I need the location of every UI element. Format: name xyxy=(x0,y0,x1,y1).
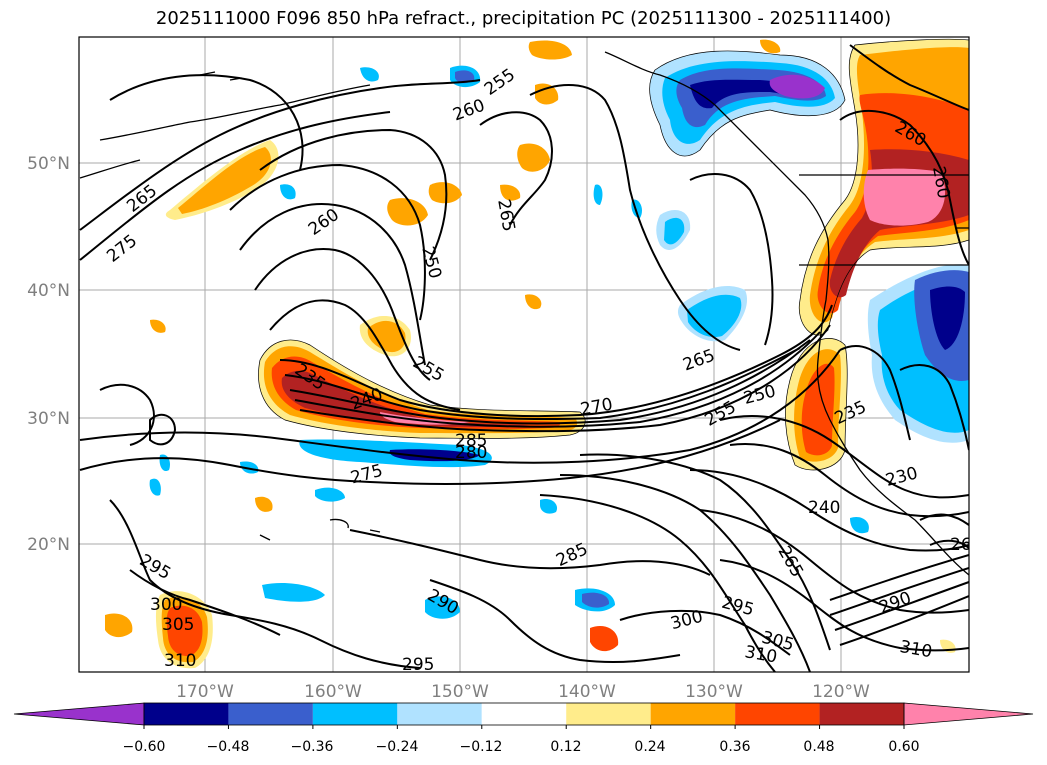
map-frame xyxy=(78,36,970,673)
contour-label: 295 xyxy=(402,655,434,675)
precip-shading xyxy=(105,39,969,669)
colorbar-segment xyxy=(819,703,904,725)
colorbar-extend-min xyxy=(13,702,145,726)
lat-tick-label: 40°N xyxy=(27,281,70,301)
lat-tick-label: 50°N xyxy=(27,154,70,174)
contour-label: 240 xyxy=(808,498,840,518)
colorbar-segment xyxy=(397,703,482,725)
colorbar-segment xyxy=(312,703,398,725)
colorbar-label: −0.60 xyxy=(123,739,166,755)
lon-tick-label: 160°W xyxy=(304,682,362,702)
contour-label: 300 xyxy=(150,595,182,615)
colorbar-segment xyxy=(566,703,651,725)
latitude-labels: 50°N 40°N 30°N 20°N xyxy=(27,154,70,555)
contour-label: 285 xyxy=(455,431,487,451)
longitude-labels: 170°W 160°W 150°W 140°W 130°W 120°W xyxy=(176,682,870,702)
lon-tick-label: 140°W xyxy=(558,682,616,702)
lon-tick-label: 170°W xyxy=(176,682,234,702)
contour-label: 310 xyxy=(164,651,196,671)
refractivity-contours xyxy=(79,44,969,672)
lon-tick-label: 130°W xyxy=(685,682,743,702)
map-content: 265 275 260 255 260 265 250 240 235 255 … xyxy=(79,37,982,675)
coastlines xyxy=(79,51,969,576)
colorbar-segment xyxy=(735,703,820,725)
colorbar-segment xyxy=(144,703,229,725)
colorbar-label: 0.12 xyxy=(550,739,581,755)
colorbar-labels: −0.60 −0.48 −0.36 −0.24 −0.12 0.12 0.24 … xyxy=(123,739,920,755)
colorbar-label: 0.36 xyxy=(719,739,750,755)
contour-label: 305 xyxy=(162,615,194,635)
colorbar-frame xyxy=(143,702,905,726)
map-title: 2025111000 F096 850 hPa refract., precip… xyxy=(155,8,892,29)
colorbar-label: 0.60 xyxy=(888,739,919,755)
contour-label: 260 xyxy=(950,535,982,555)
colorbar-label: 0.48 xyxy=(803,739,834,755)
contour-label: 280 xyxy=(455,443,487,463)
lat-tick-label: 20°N xyxy=(27,535,70,555)
colorbar-segment xyxy=(228,703,313,725)
colorbar-extend-max xyxy=(903,702,1034,726)
colorbar xyxy=(13,702,1034,729)
colorbar-segment xyxy=(650,703,736,725)
colorbar-label: 0.24 xyxy=(634,739,665,755)
colorbar-segment xyxy=(481,703,567,725)
colorbar-label: −0.12 xyxy=(460,739,503,755)
colorbar-label: −0.36 xyxy=(291,739,334,755)
lon-tick-label: 120°W xyxy=(812,682,870,702)
colorbar-label: −0.24 xyxy=(376,739,419,755)
lat-tick-label: 30°N xyxy=(27,409,70,429)
colorbar-label: −0.48 xyxy=(207,739,250,755)
lon-tick-label: 150°W xyxy=(431,682,489,702)
